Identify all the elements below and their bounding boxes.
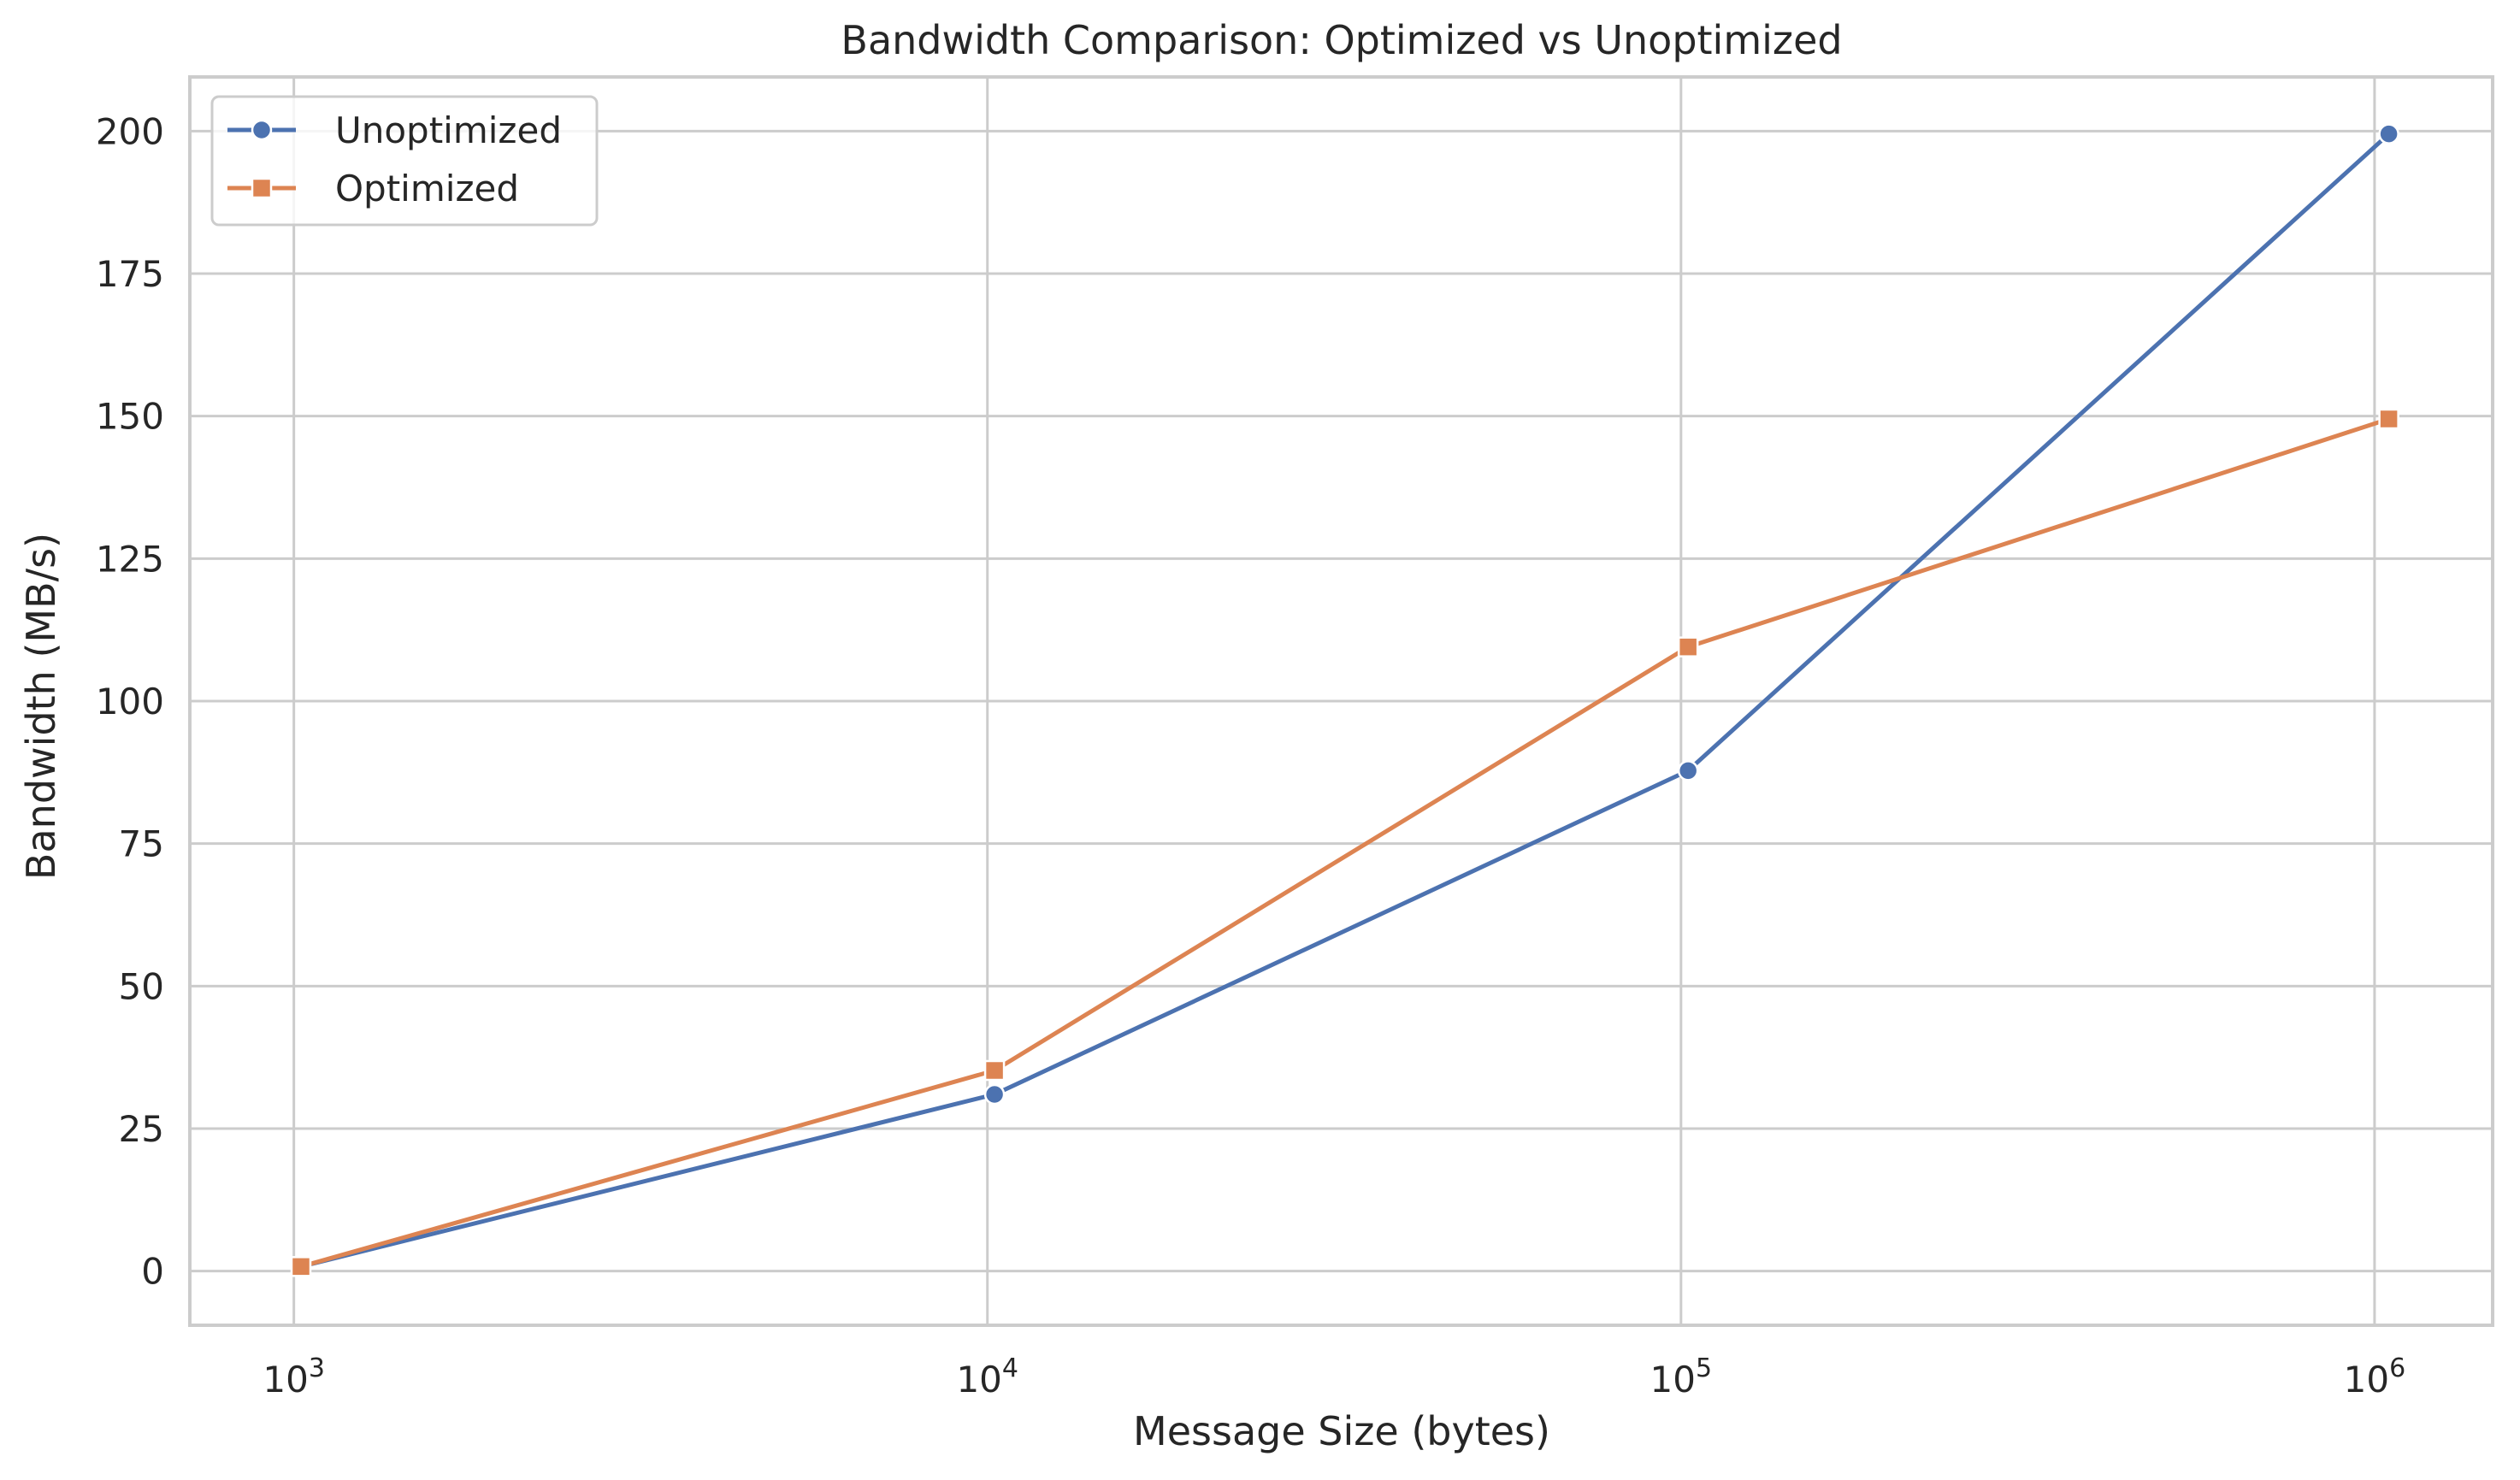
y-tick-label: 200 [96,110,164,152]
data-point [2378,408,2399,430]
legend-item-unoptimized: Unoptimized [227,109,562,151]
y-tick-label: 150 [96,396,164,438]
grid [190,77,2493,1325]
y-tick-label: 25 [119,1108,164,1150]
legend-box [210,95,599,227]
data-point [1677,636,1699,657]
x-tick-label: 106 [2344,1353,2406,1400]
legend-label: Optimized [335,168,519,209]
series-line [298,416,2392,1269]
data-point [983,1083,1006,1106]
legend-item-optimized: Optimized [227,168,519,209]
data-point [290,1256,312,1277]
x-tick-label: 104 [956,1353,1018,1400]
plot-frame [188,75,2494,1327]
y-tick-label: 175 [96,253,164,295]
series-layer [290,123,2399,1277]
tick-labels: 0 25 50 75 100 125 150 175 200 103 104 105 106 [96,110,2405,1400]
legend-marker [251,119,273,141]
data-point [2378,123,2399,144]
legend-label: Unoptimized [335,109,562,151]
x-axis-label: Message Size (bytes) [1133,1408,1550,1454]
chart-title: Bandwidth Comparison: Optimized vs Unopt… [841,17,1842,63]
series-line [298,132,2392,1269]
data-point [983,1059,1006,1082]
y-tick-label: 125 [96,538,164,580]
data-point [1677,760,1699,781]
legend: Unoptimized Optimized [210,95,599,227]
x-tick-label: 105 [1650,1353,1713,1400]
y-tick-label: 0 [141,1251,164,1293]
y-tick-label: 50 [119,965,164,1007]
x-tick-label: 103 [263,1353,325,1400]
y-axis-label: Bandwidth (MB/s) [18,533,64,880]
y-tick-label: 75 [119,823,164,865]
series-optimized [290,408,2399,1277]
legend-marker [251,177,273,199]
y-tick-label: 100 [96,681,164,722]
